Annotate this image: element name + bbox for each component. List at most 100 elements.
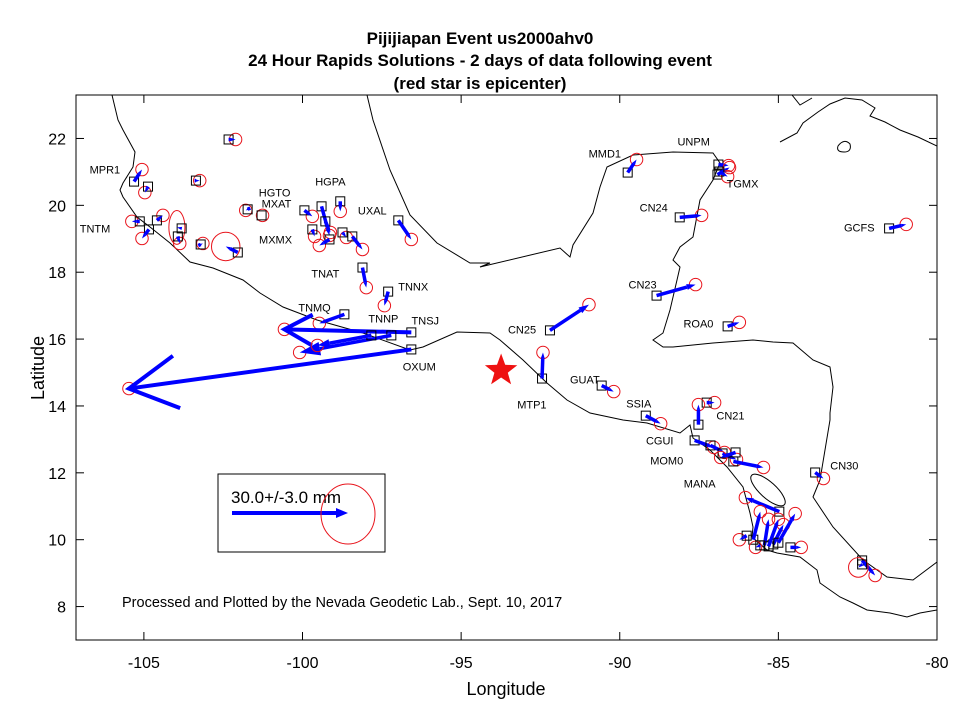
arrowhead-icon (230, 137, 236, 142)
station-marker-square-icon (857, 559, 868, 570)
station-label: GUAT (570, 375, 600, 387)
y-tick-label: 22 (48, 131, 66, 148)
gps-station (691, 397, 706, 430)
station-label: CGUI (646, 435, 674, 447)
error-ellipse (868, 568, 882, 583)
displacement-arrow (128, 347, 412, 391)
florida-coastline (791, 95, 813, 106)
arrowhead-icon (818, 474, 824, 479)
station-marker-square-icon (596, 380, 607, 391)
error-ellipse (816, 471, 831, 486)
title-line-3: (red star is epicenter) (393, 74, 567, 93)
y-axis-title: Latitude (28, 336, 48, 400)
legend-error-ellipse (320, 483, 376, 545)
station-marker-square-icon (143, 224, 154, 235)
displacement-arrow (694, 438, 710, 448)
x-tick-label: -100 (286, 655, 318, 672)
isle-of-youth (837, 140, 851, 153)
station-marker-square-icon (256, 210, 267, 221)
x-tick-label: -105 (128, 655, 160, 672)
arrowhead-icon (789, 513, 796, 522)
station-label: CN30 (830, 460, 858, 472)
gps-station (122, 344, 417, 410)
displacement-arrow (284, 327, 412, 335)
station-marker-square-icon (143, 181, 154, 192)
station-marker-square-icon (810, 467, 821, 478)
displacement-arrow (155, 217, 161, 222)
arrowhead-icon (194, 178, 200, 183)
gps-station (785, 540, 808, 555)
stations-layer (122, 132, 913, 583)
arrowhead-icon (739, 535, 745, 540)
gps-station (848, 557, 869, 578)
title-line-2: 24 Hour Rapids Solutions - 2 days of dat… (248, 51, 712, 70)
arrowhead-icon (745, 497, 754, 504)
station-label: MOM0 (650, 455, 683, 467)
error-ellipse (196, 236, 210, 251)
arrowhead-icon (632, 159, 637, 165)
displacement-arrow (396, 219, 410, 237)
displacement-arrow (727, 322, 736, 329)
gps-station (151, 208, 170, 226)
arrowhead-icon (734, 322, 740, 326)
arrowhead-icon (317, 339, 331, 348)
x-tick-label: -90 (608, 655, 631, 672)
arrowhead-icon (131, 219, 137, 224)
displacement-arrow (732, 459, 758, 468)
arrowhead-icon (176, 226, 183, 231)
displacement-arrow (350, 235, 361, 247)
displacement-arrow (176, 235, 181, 240)
station-label: UXAL (358, 205, 387, 217)
error-ellipse (720, 169, 735, 184)
legend-box: 30.0+/-3.0 mm (217, 473, 386, 553)
gps-station (223, 132, 243, 147)
arrowhead-icon (137, 169, 142, 175)
station-label: MXAT (262, 198, 292, 210)
displacement-arrow (303, 208, 310, 215)
gps-station (748, 540, 766, 555)
arrowhead-icon (319, 319, 326, 324)
gps-station (713, 158, 736, 173)
station-label: CN23 (629, 280, 657, 292)
gps-station (536, 345, 550, 384)
station-label: CN25 (508, 324, 536, 336)
gps-station (172, 231, 187, 251)
y-tick-label: 18 (48, 265, 66, 282)
error-ellipse (307, 229, 322, 244)
station-marker-square-icon (773, 537, 784, 548)
arrowhead-icon (756, 463, 764, 469)
error-ellipse (738, 490, 753, 505)
gps-station (129, 162, 149, 187)
gps-station (713, 447, 741, 465)
x-axis-title: Longitude (466, 679, 545, 699)
gps-station (544, 297, 596, 336)
station-label: UNPM (677, 136, 709, 148)
displacement-arrow (766, 524, 778, 547)
displacement-arrow (626, 162, 636, 174)
arrowhead-icon (326, 227, 331, 233)
gps-station (884, 217, 913, 234)
gps-station (651, 277, 703, 301)
axis-ticks: -105 -100 -95 -90 -85 -80 8 10 12 14 16 18 20 22 (48, 95, 949, 672)
displacement-arrow (229, 247, 239, 255)
displacement-arrow (310, 228, 315, 233)
arrowhead-icon (144, 187, 149, 193)
gps-station (190, 173, 207, 188)
arrowhead-icon (796, 545, 802, 550)
error-ellipse (135, 231, 149, 246)
displacement-arrow (143, 228, 151, 236)
arrowhead-icon (358, 244, 363, 250)
station-marker-square-icon (705, 440, 716, 451)
credit-text: Processed and Plotted by the Nevada Geod… (122, 595, 562, 611)
error-ellipse (238, 203, 253, 218)
y-tick-label: 14 (48, 399, 66, 416)
gps-station (168, 209, 187, 245)
displacement-arrow (145, 185, 150, 190)
gps-station (347, 231, 370, 257)
arrowhead-icon (341, 232, 347, 238)
y-tick-label: 20 (48, 198, 66, 215)
displacement-arrow (319, 333, 392, 351)
station-marker-square-icon (741, 530, 752, 541)
arrowhead-icon (720, 454, 726, 458)
